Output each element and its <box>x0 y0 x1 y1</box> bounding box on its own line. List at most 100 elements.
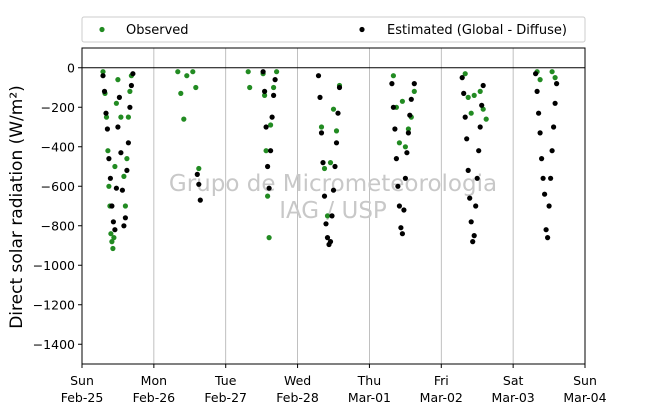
data-point <box>181 116 187 122</box>
data-point <box>393 156 399 162</box>
data-point <box>121 173 127 179</box>
data-point <box>109 203 115 209</box>
y-tick-label: −1000 <box>33 258 75 273</box>
legend-frame <box>81 16 586 43</box>
data-point <box>330 187 337 193</box>
data-point <box>323 221 329 227</box>
x-axis: Sun Feb-25 Mon Feb-26 Tue Feb-27 Wed Feb-28 Thu M… <box>61 364 607 405</box>
data-point <box>115 77 121 83</box>
data-point <box>127 88 133 94</box>
data-point <box>125 114 131 120</box>
data-point <box>100 73 106 79</box>
data-point <box>128 82 134 89</box>
data-point <box>190 69 196 75</box>
y-tick-label: −800 <box>41 218 75 233</box>
data-point <box>262 92 268 98</box>
data-point <box>405 126 411 132</box>
y-tick-label: −1400 <box>33 337 75 352</box>
data-point <box>272 77 278 83</box>
data-point <box>333 128 340 134</box>
data-point <box>271 84 277 91</box>
data-point <box>110 219 116 225</box>
data-point <box>462 71 468 77</box>
data-point <box>106 156 112 162</box>
data-point <box>318 124 325 130</box>
data-point <box>399 231 405 237</box>
data-point <box>245 69 251 75</box>
data-point <box>480 82 486 89</box>
data-point <box>392 126 398 132</box>
data-point <box>196 165 202 172</box>
data-point <box>113 100 119 106</box>
data-point <box>329 213 335 219</box>
data-point <box>262 88 268 94</box>
data-point <box>533 71 539 77</box>
data-point <box>119 187 125 193</box>
x-tick-weekday: Sun <box>573 373 597 388</box>
data-point <box>111 235 117 241</box>
y-axis-label: Direct solar radiation (W/m²) <box>7 85 27 329</box>
data-point <box>549 69 555 75</box>
data-point <box>552 100 558 106</box>
legend-marker-observed <box>99 26 105 33</box>
data-point <box>480 106 486 112</box>
data-point <box>184 73 190 79</box>
data-point <box>197 197 203 203</box>
data-point <box>398 225 404 231</box>
watermark-line-1: Grupo de Micrometeorologia <box>169 171 497 197</box>
data-point <box>333 140 340 146</box>
data-point <box>537 130 543 136</box>
data-point <box>317 94 323 100</box>
data-point <box>108 231 114 237</box>
data-point <box>464 136 470 142</box>
data-point <box>536 110 542 116</box>
data-point <box>411 81 417 87</box>
data-point <box>477 88 483 94</box>
data-point <box>411 88 417 94</box>
data-point <box>122 215 128 221</box>
data-point <box>390 73 396 79</box>
data-point <box>401 207 407 213</box>
data-point <box>263 124 269 130</box>
data-point <box>534 88 540 94</box>
data-point <box>178 90 184 96</box>
data-point <box>318 130 325 136</box>
series-estimated <box>100 69 560 248</box>
data-point <box>465 94 471 100</box>
data-point <box>130 71 136 77</box>
data-point <box>121 223 127 229</box>
data-point <box>474 175 480 181</box>
data-point <box>105 148 111 154</box>
data-point <box>320 160 326 166</box>
data-point <box>274 69 280 75</box>
data-point <box>461 90 467 96</box>
data-point <box>546 203 552 209</box>
data-point <box>110 245 116 252</box>
data-point <box>330 106 337 112</box>
data-point <box>407 112 413 118</box>
x-tick-date: Feb-26 <box>133 390 176 405</box>
x-tick-weekday: Thu <box>357 373 381 388</box>
data-point <box>194 171 200 177</box>
data-point <box>266 185 272 191</box>
data-point <box>265 163 271 170</box>
data-point <box>124 167 130 173</box>
data-point <box>405 130 411 136</box>
data-point <box>554 81 560 87</box>
data-point <box>324 213 331 219</box>
data-point <box>335 110 341 116</box>
x-tick-date: Feb-27 <box>204 390 247 405</box>
data-point <box>465 167 471 173</box>
x-tick-weekday: Fri <box>434 373 449 388</box>
data-point <box>467 195 473 201</box>
data-point <box>477 124 483 130</box>
data-point <box>332 163 338 170</box>
x-tick-weekday: Sun <box>70 373 94 388</box>
data-point <box>104 126 110 132</box>
data-point <box>483 116 489 122</box>
legend-label-estimated: Estimated (Global - Diffuse) <box>387 23 567 38</box>
data-point <box>115 124 121 130</box>
data-point <box>402 175 408 181</box>
x-tick-weekday: Wed <box>284 373 311 388</box>
data-point <box>396 140 402 146</box>
